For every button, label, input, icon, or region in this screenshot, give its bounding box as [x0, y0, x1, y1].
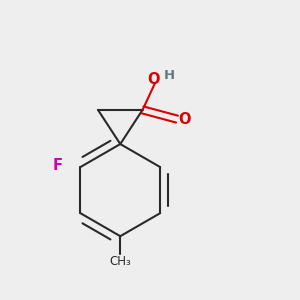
- Text: O: O: [147, 72, 160, 87]
- Text: H: H: [164, 69, 175, 82]
- Text: CH₃: CH₃: [110, 255, 131, 268]
- Text: O: O: [178, 112, 191, 127]
- Text: F: F: [53, 158, 63, 173]
